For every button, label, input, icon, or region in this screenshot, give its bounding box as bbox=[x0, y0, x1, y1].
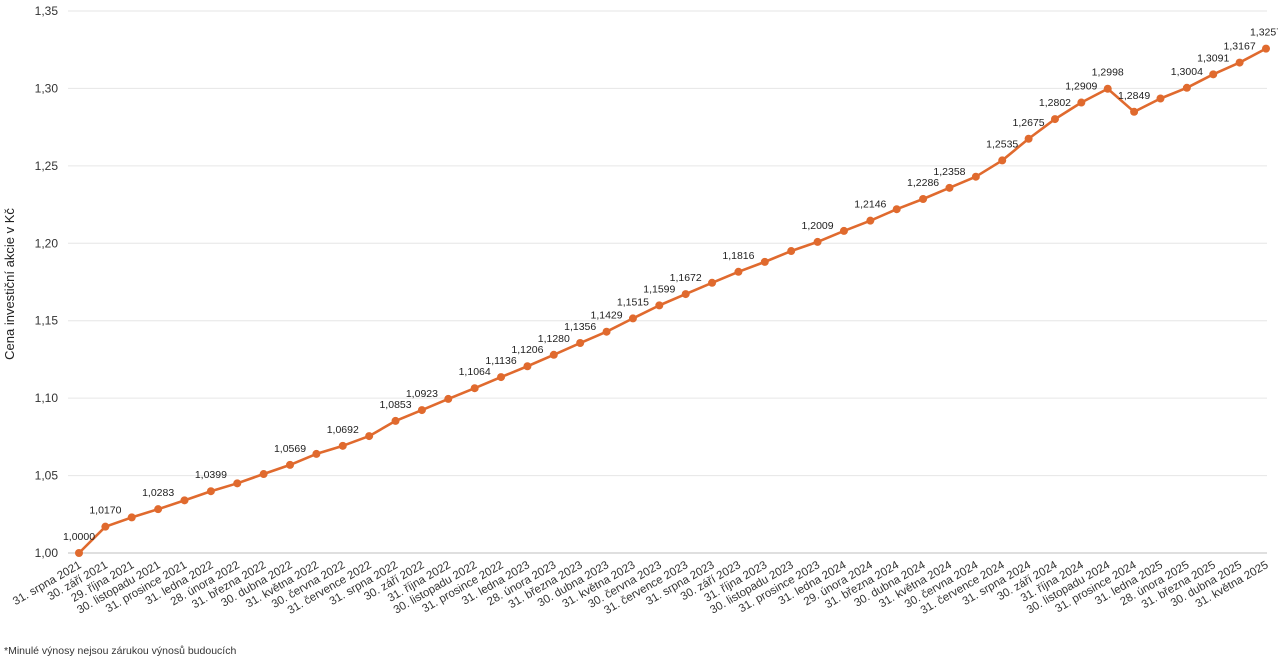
data-point[interactable] bbox=[1103, 84, 1112, 93]
data-point[interactable] bbox=[971, 172, 980, 181]
data-point[interactable] bbox=[549, 350, 558, 359]
data-label: 1,1599 bbox=[643, 283, 675, 295]
y-tick-label: 1,15 bbox=[35, 314, 59, 328]
data-point[interactable] bbox=[576, 339, 585, 348]
data-label: 1,2909 bbox=[1065, 81, 1097, 93]
series-line-layer bbox=[78, 47, 1267, 554]
data-point[interactable] bbox=[813, 237, 822, 246]
data-label: 1,3004 bbox=[1171, 66, 1203, 78]
data-label: 1,3091 bbox=[1197, 52, 1229, 64]
data-label: 1,2286 bbox=[907, 177, 939, 189]
data-label: 1,2675 bbox=[1013, 117, 1045, 129]
data-point[interactable] bbox=[286, 460, 295, 469]
data-label: 1,0170 bbox=[89, 505, 121, 517]
data-point[interactable] bbox=[365, 432, 374, 441]
data-label: 1,2535 bbox=[986, 138, 1018, 150]
data-point[interactable] bbox=[1024, 134, 1033, 143]
y-axis-ticks: 1,00 1,05 1,10 1,15 1,20 1,25 1,30 1,35 bbox=[35, 4, 59, 560]
data-point[interactable] bbox=[259, 470, 268, 479]
data-label: 1,0692 bbox=[327, 424, 359, 436]
data-label: 1,1280 bbox=[538, 333, 570, 345]
y-tick-label: 1,10 bbox=[35, 391, 59, 405]
data-point[interactable] bbox=[338, 441, 347, 450]
data-label: 1,2998 bbox=[1092, 67, 1124, 79]
data-label: 1,0923 bbox=[406, 388, 438, 400]
data-label: 1,1429 bbox=[590, 310, 622, 322]
data-label: 1,0853 bbox=[379, 399, 411, 411]
data-label: 1,1515 bbox=[617, 296, 649, 308]
data-point[interactable] bbox=[75, 549, 83, 557]
data-point[interactable] bbox=[470, 384, 479, 393]
data-label: 1,1206 bbox=[511, 344, 543, 356]
data-point[interactable] bbox=[919, 194, 928, 203]
data-point[interactable] bbox=[417, 406, 426, 415]
data-point[interactable] bbox=[945, 183, 954, 192]
y-axis-label: Cena investiční akcie v Kč bbox=[2, 208, 17, 360]
data-point[interactable] bbox=[391, 416, 400, 425]
data-label: 1,2146 bbox=[854, 199, 886, 211]
data-point[interactable] bbox=[497, 373, 506, 382]
data-point[interactable] bbox=[655, 301, 664, 310]
series-points bbox=[75, 44, 1270, 557]
y-tick-label: 1,25 bbox=[35, 159, 59, 173]
data-point[interactable] bbox=[866, 216, 875, 225]
data-label: 1,0399 bbox=[195, 469, 227, 481]
data-point[interactable] bbox=[708, 278, 717, 287]
data-point[interactable] bbox=[1050, 115, 1059, 124]
data-point[interactable] bbox=[523, 362, 532, 371]
data-point[interactable] bbox=[206, 487, 215, 496]
data-point[interactable] bbox=[1130, 107, 1139, 116]
data-label: 1,2849 bbox=[1118, 90, 1150, 102]
data-point[interactable] bbox=[312, 449, 321, 458]
y-tick-label: 1,30 bbox=[35, 81, 59, 95]
data-point[interactable] bbox=[892, 205, 901, 214]
data-point[interactable] bbox=[787, 247, 796, 256]
data-label: 1,3257 bbox=[1250, 27, 1278, 39]
y-tick-label: 1,20 bbox=[35, 236, 59, 250]
data-label: 1,1672 bbox=[670, 272, 702, 284]
y-tick-label: 1,00 bbox=[35, 546, 59, 560]
gridlines bbox=[68, 10, 1267, 554]
data-label: 1,2358 bbox=[933, 166, 965, 178]
data-point[interactable] bbox=[127, 513, 136, 522]
data-label: 1,1816 bbox=[722, 250, 754, 262]
series-line bbox=[78, 47, 1267, 554]
data-label: 1,1064 bbox=[459, 366, 491, 378]
data-label: 1,0569 bbox=[274, 443, 306, 455]
data-label: 1,0283 bbox=[142, 487, 174, 499]
data-point[interactable] bbox=[1156, 94, 1165, 103]
data-point[interactable] bbox=[998, 156, 1007, 165]
y-tick-label: 1,35 bbox=[35, 4, 59, 18]
data-label: 1,2802 bbox=[1039, 97, 1071, 109]
data-point[interactable] bbox=[154, 505, 163, 514]
data-point[interactable] bbox=[628, 314, 637, 323]
data-label: 1,2009 bbox=[802, 220, 834, 232]
y-tick-label: 1,05 bbox=[35, 469, 59, 483]
data-point[interactable] bbox=[760, 257, 769, 266]
data-point[interactable] bbox=[1182, 83, 1191, 92]
data-point[interactable] bbox=[1262, 44, 1270, 53]
data-label: 1,1356 bbox=[564, 321, 596, 333]
data-point[interactable] bbox=[1209, 70, 1218, 79]
data-point[interactable] bbox=[602, 327, 611, 336]
data-point[interactable] bbox=[444, 394, 453, 403]
data-label: 1,0000 bbox=[63, 531, 95, 543]
data-point[interactable] bbox=[839, 226, 848, 235]
data-label: 1,3167 bbox=[1224, 41, 1256, 53]
data-point[interactable] bbox=[180, 496, 189, 505]
data-point[interactable] bbox=[101, 522, 110, 531]
data-point[interactable] bbox=[233, 479, 242, 488]
data-point[interactable] bbox=[1235, 58, 1244, 67]
data-label: 1,1136 bbox=[485, 355, 516, 367]
data-point[interactable] bbox=[734, 267, 743, 276]
data-point[interactable] bbox=[681, 290, 690, 299]
data-labels: 1,0000 1,0170 1,0283 1,0399 1,0569 1,0692 1,08… bbox=[63, 27, 1278, 543]
footnote: *Minulé výnosy nejsou zárukou výnosů bud… bbox=[4, 645, 237, 657]
data-point[interactable] bbox=[1077, 98, 1086, 107]
